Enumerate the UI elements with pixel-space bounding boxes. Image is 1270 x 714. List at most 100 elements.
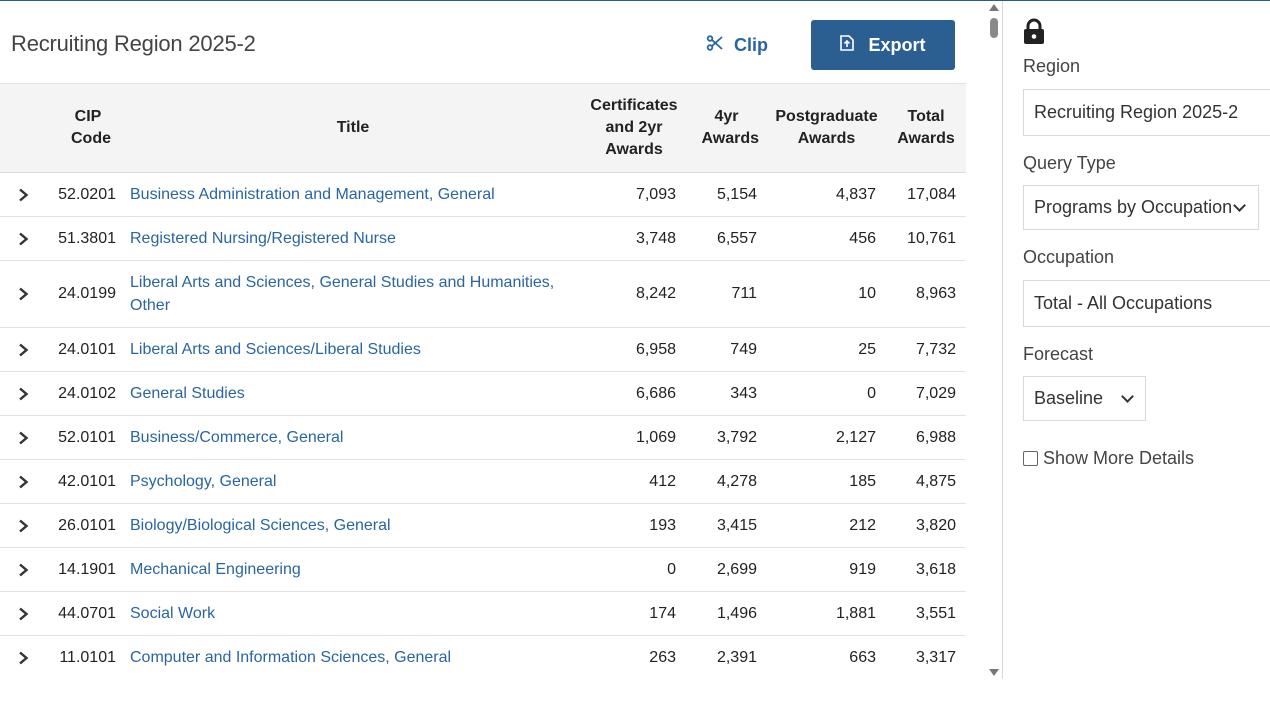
expand-row-button[interactable]: [0, 415, 46, 460]
column-header-total[interactable]: Total Awards: [886, 83, 966, 173]
chevron-right-icon: [0, 232, 46, 246]
chevron-right-icon: [0, 519, 46, 533]
chevron-right-icon: [0, 343, 46, 357]
export-label: Export: [868, 34, 926, 55]
postgraduate-cell: 1,881: [767, 591, 886, 636]
expand-row-button[interactable]: [0, 635, 46, 679]
expand-row-button[interactable]: [0, 459, 46, 504]
top-border: [0, 0, 1270, 1]
forecast-select[interactable]: Baseline: [1023, 376, 1146, 421]
certificates-cell: 3,748: [582, 216, 686, 261]
table-row[interactable]: 24.0102 General Studies 6,686 343 0 7,029: [0, 371, 966, 416]
program-title-link[interactable]: Liberal Arts and Sciences/Liberal Studie…: [124, 327, 582, 372]
postgraduate-cell: 0: [767, 371, 886, 416]
4yr-awards-cell: 2,699: [686, 547, 767, 592]
postgraduate-cell: 10: [767, 260, 886, 328]
expand-row-button[interactable]: [0, 503, 46, 548]
expand-row-button[interactable]: [0, 172, 46, 217]
cip-code-cell: 11.0101: [46, 635, 124, 679]
total-awards-cell: 7,732: [886, 327, 966, 372]
total-awards-cell: 3,618: [886, 547, 966, 592]
table-row[interactable]: 52.0201 Business Administration and Manag…: [0, 172, 966, 217]
table-row[interactable]: 14.1901 Mechanical Engineering 0 2,699 919 3,…: [0, 547, 966, 592]
expand-row-button[interactable]: [0, 260, 46, 328]
certificates-cell: 7,093: [582, 172, 686, 217]
table-row[interactable]: 44.0701 Social Work 174 1,496 1,881 3,551: [0, 591, 966, 636]
column-header-certificates[interactable]: Certificates and 2yr Awards: [582, 83, 686, 173]
show-more-details-label: Show More Details: [1043, 448, 1195, 468]
postgraduate-cell: 456: [767, 216, 886, 261]
certificates-cell: 8,242: [582, 260, 686, 328]
total-awards-cell: 17,084: [886, 172, 966, 217]
program-title-link[interactable]: Liberal Arts and Sciences, General Studi…: [124, 260, 582, 328]
table-row[interactable]: 26.0101 Biology/Biological Sciences, Gene…: [0, 503, 966, 548]
postgraduate-cell: 4,837: [767, 172, 886, 217]
scroll-down-arrow-icon[interactable]: [989, 669, 999, 676]
table-header-row: CIP Code Title Certificates and 2yr Awar…: [0, 83, 966, 173]
column-header-4yr[interactable]: 4yr Awards: [686, 83, 767, 173]
region-input[interactable]: Recruiting Region 2025-2: [1023, 89, 1270, 136]
show-more-details-checkbox[interactable]: [1023, 451, 1038, 466]
table-row[interactable]: 11.0101 Computer and Information Sciences…: [0, 635, 966, 679]
scroll-thumb[interactable]: [990, 18, 998, 38]
program-title-link[interactable]: Business Administration and Management, …: [124, 172, 582, 217]
table-row[interactable]: 52.0101 Business/Commerce, General 1,069 3,…: [0, 415, 966, 460]
page-title: Recruiting Region 2025-2: [11, 31, 256, 56]
4yr-awards-cell: 3,792: [686, 415, 767, 460]
vertical-scrollbar[interactable]: [985, 1, 1003, 679]
forecast-label: Forecast: [1023, 344, 1094, 364]
chevron-right-icon: [0, 387, 46, 401]
total-awards-cell: 3,551: [886, 591, 966, 636]
column-header-postgraduate[interactable]: Postgraduate Awards: [767, 83, 886, 173]
4yr-awards-cell: 4,278: [686, 459, 767, 504]
total-awards-cell: 3,820: [886, 503, 966, 548]
program-title-link[interactable]: Computer and Information Sciences, Gener…: [124, 635, 582, 679]
cip-code-cell: 52.0201: [46, 172, 124, 217]
total-awards-cell: 3,317: [886, 635, 966, 679]
program-title-link[interactable]: Business/Commerce, General: [124, 415, 582, 460]
expand-row-button[interactable]: [0, 327, 46, 372]
expand-row-button[interactable]: [0, 371, 46, 416]
show-more-details-toggle[interactable]: Show More Details: [1023, 448, 1194, 469]
certificates-cell: 6,686: [582, 371, 686, 416]
program-title-link[interactable]: Psychology, General: [124, 459, 582, 504]
program-title-link[interactable]: Registered Nursing/Registered Nurse: [124, 216, 582, 261]
query-type-select[interactable]: Programs by Occupation: [1023, 185, 1259, 230]
4yr-awards-cell: 749: [686, 327, 767, 372]
cip-code-cell: 42.0101: [46, 459, 124, 504]
clip-button[interactable]: Clip: [706, 32, 768, 58]
certificates-cell: 174: [582, 591, 686, 636]
postgraduate-cell: 25: [767, 327, 886, 372]
export-button[interactable]: Export: [811, 20, 955, 70]
expand-row-button[interactable]: [0, 216, 46, 261]
certificates-cell: 193: [582, 503, 686, 548]
program-title-link[interactable]: Mechanical Engineering: [124, 547, 582, 592]
cip-code-cell: 52.0101: [46, 415, 124, 460]
postgraduate-cell: 212: [767, 503, 886, 548]
4yr-awards-cell: 711: [686, 260, 767, 328]
table-row[interactable]: 51.3801 Registered Nursing/Registered Nur…: [0, 216, 966, 261]
4yr-awards-cell: 2,391: [686, 635, 767, 679]
table-row[interactable]: 42.0101 Psychology, General 412 4,278 185 4,8…: [0, 459, 966, 504]
cip-code-cell: 51.3801: [46, 216, 124, 261]
column-header-cip-code[interactable]: CIP Code: [46, 83, 124, 173]
expand-row-button[interactable]: [0, 591, 46, 636]
table-row[interactable]: 24.0199 Liberal Arts and Sciences, Genera…: [0, 260, 966, 328]
table-row[interactable]: 24.0101 Liberal Arts and Sciences/Liberal…: [0, 327, 966, 372]
column-header-title[interactable]: Title: [124, 83, 582, 173]
chevron-right-icon: [0, 188, 46, 202]
program-title-link[interactable]: Social Work: [124, 591, 582, 636]
expand-row-button[interactable]: [0, 547, 46, 592]
program-title-link[interactable]: Biology/Biological Sciences, General: [124, 503, 582, 548]
certificates-cell: 0: [582, 547, 686, 592]
postgraduate-cell: 663: [767, 635, 886, 679]
total-awards-cell: 4,875: [886, 459, 966, 504]
scroll-up-arrow-icon[interactable]: [989, 4, 999, 11]
lock-icon[interactable]: [1023, 18, 1045, 45]
chevron-right-icon: [0, 431, 46, 445]
clip-label: Clip: [734, 34, 768, 55]
cip-code-cell: 44.0701: [46, 591, 124, 636]
occupation-input[interactable]: Total - All Occupations: [1023, 280, 1270, 327]
programs-table: CIP Code Title Certificates and 2yr Awar…: [0, 83, 966, 679]
program-title-link[interactable]: General Studies: [124, 371, 582, 416]
